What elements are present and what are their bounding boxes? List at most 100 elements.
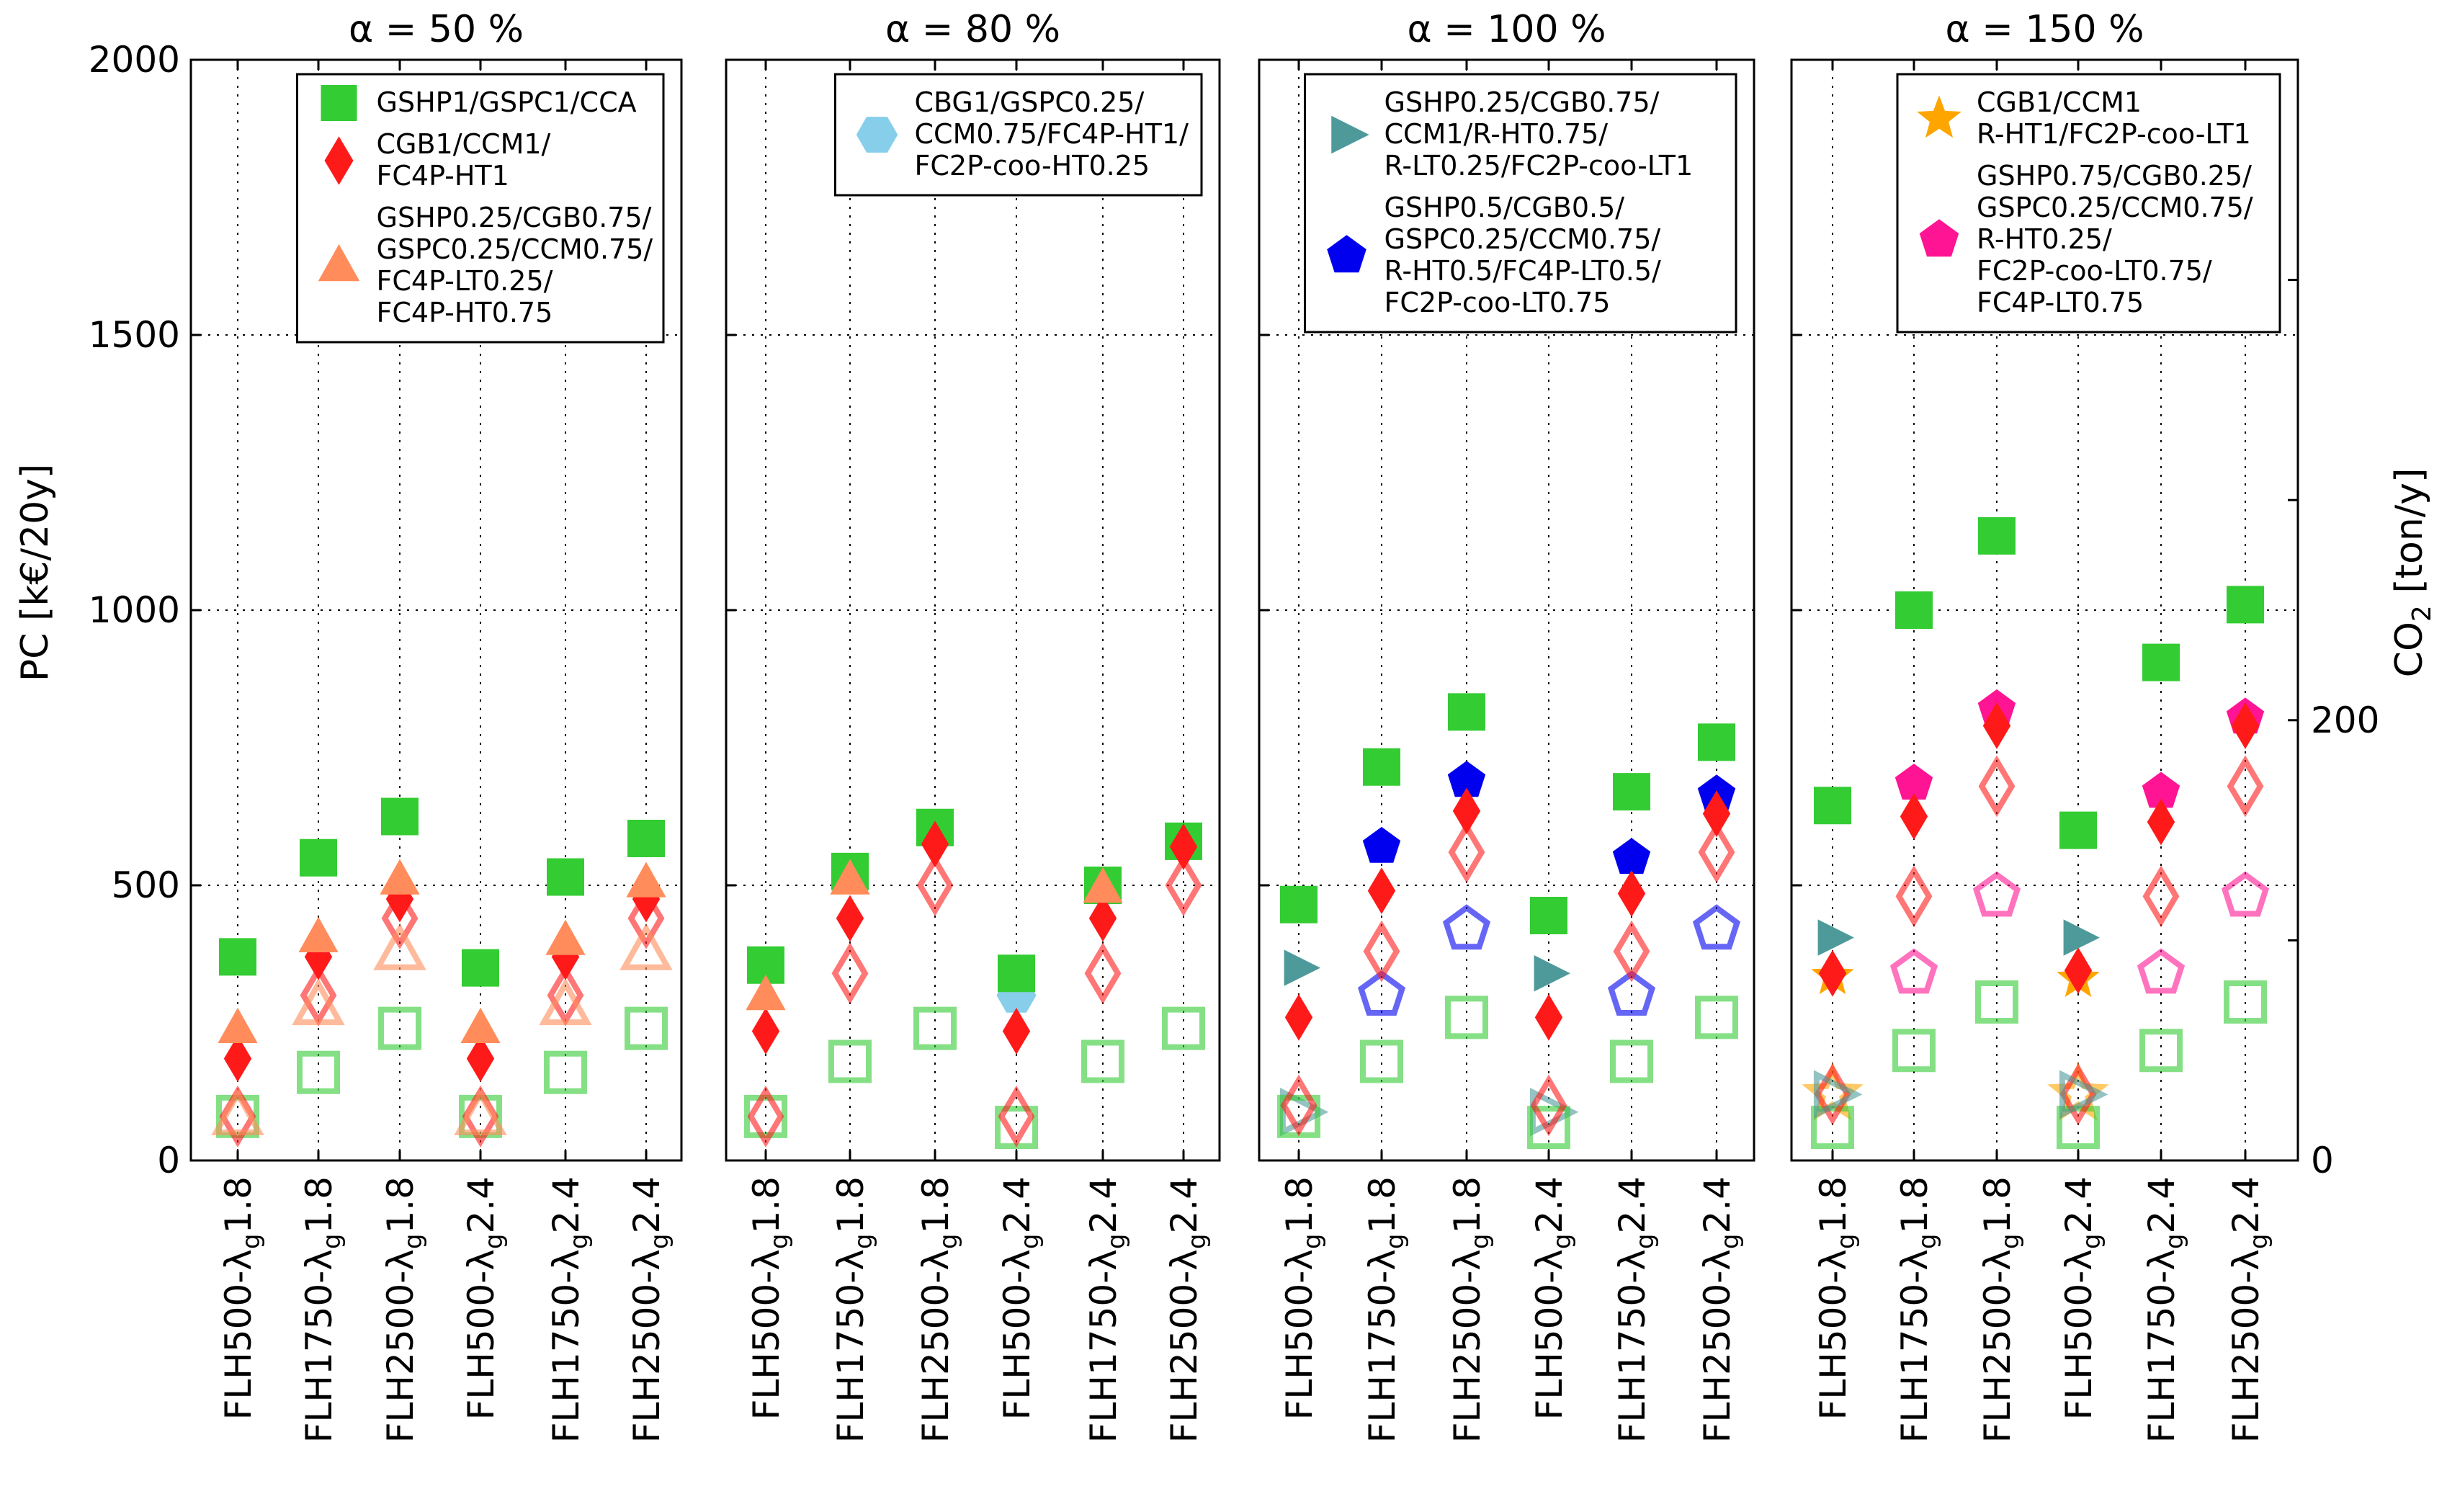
pc-marker-p3-s2-c5 xyxy=(1612,838,1651,874)
pc-marker-p1-s2-c6 xyxy=(632,875,661,923)
pc-marker-p3-s3-c2 xyxy=(1363,748,1400,786)
co2-marker-p3-s2-c2 xyxy=(1357,970,1406,1016)
co2-marker-p4-s3-c3 xyxy=(1975,980,2018,1024)
legend: CBG1/GSPC0.25/CCM0.75/FC4P-HT1/FC2P-coo-… xyxy=(834,73,1203,197)
pc-marker-p2-s4-c1 xyxy=(746,975,786,1011)
pc-marker-p3-s4-c6 xyxy=(1702,790,1731,838)
legend-label: FC4P-LT0.25/ xyxy=(377,265,553,297)
legend-label: GSPC0.25/CCM0.75/ xyxy=(1977,192,2253,223)
pc-marker-p4-s4-c4 xyxy=(2064,947,2093,994)
pc-marker-p2-s3-c1 xyxy=(751,1008,780,1055)
pc-marker-p3-s1-c1 xyxy=(1284,949,1320,986)
co2-marker-p2-s2-c4 xyxy=(995,1106,1038,1150)
legend: GSHP0.25/CGB0.75/CCM1/R-HT0.75/R-LT0.25/… xyxy=(1304,73,1737,334)
pc-marker-p3-s3-c3 xyxy=(1448,693,1485,731)
category-label: FLH500-λg1.8 xyxy=(1812,1176,1861,1420)
pc-marker-p2-s2-c4 xyxy=(998,954,1035,993)
co2-marker-p3-s3-c4 xyxy=(1527,1106,1570,1150)
y-axis-title-right: CO2 [ton/y] xyxy=(2388,468,2437,678)
co2-marker-p3-s3-c6 xyxy=(1695,996,1738,1039)
pc-marker-p2-s4-c2 xyxy=(830,859,870,895)
pc-marker-p4-s2-c5 xyxy=(2142,771,2180,808)
pc-marker-p4-s3-c3 xyxy=(1978,516,2016,555)
category-label: FLH2500-λg1.8 xyxy=(1977,1176,2025,1443)
co2-marker-p1-s3-c6 xyxy=(619,923,673,970)
legend-label: GSHP1/GSPC1/CCA xyxy=(377,86,637,118)
y-axis-title-left: PC [k€/20y] xyxy=(14,464,57,681)
category-label: FLH1750-λg1.8 xyxy=(1894,1176,1942,1443)
legend-box xyxy=(1304,73,1737,334)
co2-marker-p3-s3-c2 xyxy=(1360,1039,1403,1083)
co2-marker-p1-s1-c3 xyxy=(378,1006,421,1050)
legend-label: FC4P-LT0.75 xyxy=(1977,287,2144,318)
panel-1: α = 50 % FLH500-λg1.8 FLH1750-λg1.8 FLH2500… xyxy=(189,8,683,1443)
co2-marker-p4-s2-c5 xyxy=(2137,948,2186,994)
co2-marker-p4-s3-c2 xyxy=(1892,1029,1936,1073)
legend-label: GSHP0.25/CGB0.75/ xyxy=(1384,86,1660,118)
y-tick-label-left: 500 xyxy=(112,864,180,906)
co2-marker-p4-s4-c5 xyxy=(2142,865,2180,928)
category-label: FLH500-λg2.4 xyxy=(996,1176,1044,1420)
pc-marker-p3-s1-c4 xyxy=(1534,955,1570,992)
pc-marker-p3-s4-c4 xyxy=(1534,993,1563,1041)
pc-marker-p2-s3-c3 xyxy=(921,820,949,868)
co2-marker-p3-s4-c4 xyxy=(1530,1074,1567,1137)
category-label: FLH2500-λg2.4 xyxy=(1163,1176,1212,1443)
legend-label: CGB1/CCM1 xyxy=(1977,86,2142,118)
co2-marker-p3-s3-c5 xyxy=(1610,1039,1653,1083)
co2-marker-p4-s2-c3 xyxy=(1972,871,2021,917)
pc-marker-p2-s3-c6 xyxy=(1169,823,1198,870)
legend-label: GSPC0.25/CCM0.75/ xyxy=(377,233,653,265)
pc-marker-p3-s2-c2 xyxy=(1362,826,1401,863)
co2-marker-p1-s3-c4 xyxy=(454,1088,507,1135)
legend-marker xyxy=(324,136,354,185)
co2-marker-p2-s2-c2 xyxy=(828,1039,872,1083)
pc-marker-p1-s3-c5 xyxy=(545,919,586,955)
legend-label: FC2P-coo-LT0.75/ xyxy=(1977,255,2212,287)
pc-marker-p1-s1-c2 xyxy=(300,838,337,877)
co2-marker-p2-s3-c3 xyxy=(916,854,954,916)
legend-label: GSHP0.75/CGB0.25/ xyxy=(1977,160,2252,192)
co2-marker-p3-s2-c5 xyxy=(1607,970,1656,1016)
y-axis-title-right-unit: [ton/y] xyxy=(2388,468,2431,606)
co2-marker-p1-s2-c6 xyxy=(627,887,665,949)
legend-label: FC4P-HT0.75 xyxy=(377,297,553,328)
co2-marker-p4-s4-c6 xyxy=(2227,755,2264,818)
co2-marker-p3-s3-c1 xyxy=(1277,1094,1320,1138)
y-tick-label-right: 200 xyxy=(2311,699,2379,741)
axes-layer: 0 500 1000 1500 2000 0 200 xyxy=(89,39,2380,1181)
legend-label: CCM0.75/FC4P-HT1/ xyxy=(915,118,1189,150)
category-label: FLH1750-λg2.4 xyxy=(1083,1176,1131,1443)
legend-label: GSPC0.25/CCM0.75/ xyxy=(1384,223,1661,255)
pc-marker-p2-s3-c5 xyxy=(1088,895,1117,942)
pc-marker-p2-s4-c5 xyxy=(1083,867,1123,903)
y-tick-label-left: 1500 xyxy=(89,314,180,356)
panel-4: α = 150 % FLH500-λg1.8 FLH1750-λg1.8 FLH250… xyxy=(1790,8,2299,1443)
co2-marker-p2-s2-c5 xyxy=(1081,1039,1124,1083)
pc-marker-p3-s4-c3 xyxy=(1452,787,1481,835)
pc-marker-p4-s5-c1 xyxy=(1817,919,1854,956)
category-label: FLH1750-λg2.4 xyxy=(545,1176,594,1443)
panel-title: α = 100 % xyxy=(1407,8,1606,51)
pc-marker-p4-s4-c5 xyxy=(2147,798,2175,846)
pc-marker-p3-s2-c3 xyxy=(1447,761,1486,797)
pc-marker-p1-s1-c6 xyxy=(627,820,665,858)
category-label: FLH500-λg1.8 xyxy=(218,1176,266,1420)
co2-marker-p1-s3-c1 xyxy=(211,1088,264,1135)
co2-marker-p2-s3-c1 xyxy=(747,1085,784,1148)
pc-marker-p3-s4-c1 xyxy=(1284,993,1313,1041)
pc-marker-p1-s1-c5 xyxy=(547,858,584,896)
pc-marker-p1-s1-c1 xyxy=(219,938,256,976)
pc-marker-p1-s3-c2 xyxy=(298,916,339,952)
category-label: FLH500-λg2.4 xyxy=(460,1176,509,1420)
category-label: FLH1750-λg1.8 xyxy=(1361,1176,1410,1443)
co2-marker-p3-s3-c3 xyxy=(1445,996,1488,1039)
category-label: FLH1750-λg2.4 xyxy=(1611,1176,1660,1443)
pc-marker-p1-s2-c1 xyxy=(223,1035,252,1083)
co2-marker-p3-s4-c3 xyxy=(1448,821,1485,884)
panel-title: α = 80 % xyxy=(885,8,1060,51)
legend-label: FC4P-HT1 xyxy=(377,160,509,192)
legend-box xyxy=(296,73,665,344)
legend-label: FC2P-coo-LT0.75 xyxy=(1384,287,1611,318)
